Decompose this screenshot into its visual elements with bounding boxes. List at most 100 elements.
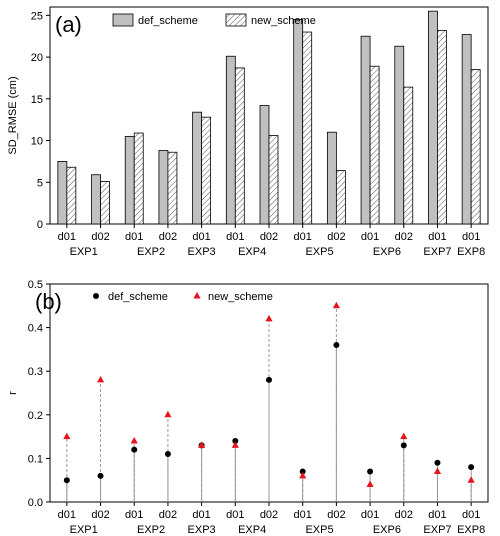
x-tick-label-domain: d01 (226, 509, 244, 521)
x-group-label: EXP6 (373, 246, 401, 258)
y-tick-label: 0.5 (28, 279, 43, 291)
x-group-label: EXP4 (238, 246, 266, 258)
y-tick-label: 10 (31, 136, 43, 148)
bar-def-scheme (461, 34, 472, 225)
bar-new-scheme (369, 65, 380, 225)
x-tick-label-domain: d01 (125, 509, 143, 521)
point-new-scheme (467, 476, 475, 483)
bar-new-scheme (201, 116, 212, 225)
x-tick-label-domain: d01 (294, 231, 312, 243)
x-tick-label-domain: d01 (294, 509, 312, 521)
bar-def-scheme (394, 45, 405, 225)
x-tick-label-domain: d01 (58, 509, 76, 521)
point-def-scheme (63, 477, 70, 484)
x-tick-label-domain: d02 (91, 231, 109, 243)
x-group-label: EXP7 (423, 246, 451, 258)
legend-marker-def-scheme (93, 293, 99, 299)
point-new-scheme (164, 410, 172, 418)
y-tick-label: 0.3 (28, 366, 43, 378)
x-tick-label-domain: d01 (192, 231, 210, 243)
x-tick-label-domain: d01 (462, 509, 480, 521)
point-new-scheme (299, 471, 307, 479)
panel-a-bar-chart: 0 5 10 15 20 25 d01 d02 EXP1 d01 d02 EXP2 d01 EXP3 d01… (7, 6, 489, 258)
bar-new-scheme (66, 166, 77, 225)
bar-def-scheme (192, 111, 203, 225)
bar-def-scheme (124, 135, 135, 225)
bar-def-scheme (293, 19, 304, 225)
point-new-scheme (63, 432, 71, 440)
bar-def-scheme (91, 174, 101, 225)
bar-new-scheme (470, 69, 481, 225)
panel-label: (b) (35, 289, 62, 314)
y-tick-label: 15 (31, 94, 43, 106)
y-tick-label: 0.0 (28, 497, 43, 509)
x-group-label: EXP8 (457, 524, 485, 536)
y-tick-label: 0.4 (28, 323, 43, 335)
bar-new-scheme (234, 67, 245, 225)
legend-marker-new-scheme (193, 292, 201, 299)
x-tick-label-domain: d02 (159, 509, 177, 521)
x-group-label: EXP5 (305, 524, 333, 536)
x-tick-label-domain: d02 (260, 509, 278, 521)
point-def-scheme (400, 442, 407, 449)
x-tick-label-domain: d02 (327, 509, 345, 521)
x-tick-label-domain: d01 (192, 509, 210, 521)
x-tick-label-domain: d01 (226, 231, 244, 243)
x-group-label: EXP7 (423, 524, 451, 536)
legend-swatch-new-scheme (225, 13, 247, 27)
x-group-label: EXP3 (188, 246, 216, 258)
y-tick-label: 25 (31, 10, 43, 22)
x-group-label: EXP1 (70, 524, 98, 536)
x-tick-label-domain: d02 (395, 231, 413, 243)
point-new-scheme (231, 441, 239, 448)
bar-def-scheme (158, 150, 169, 225)
point-def-scheme (299, 468, 306, 475)
bar-def-scheme (360, 35, 371, 225)
point-new-scheme (366, 480, 374, 488)
bar-new-scheme (167, 151, 178, 225)
point-def-scheme (434, 459, 441, 466)
x-tick-label-domain: d02 (159, 231, 177, 243)
x-group-label: EXP5 (305, 246, 333, 258)
y-axis-label: r (7, 391, 19, 395)
x-group-label: EXP4 (238, 524, 266, 536)
point-def-scheme (367, 468, 374, 475)
bar-def-scheme (225, 55, 236, 225)
legend-swatch-def-scheme (112, 13, 134, 27)
panel-label: (a) (55, 12, 82, 37)
bar-def-scheme (259, 105, 270, 225)
bar-new-scheme (268, 135, 279, 225)
point-def-scheme (266, 376, 272, 383)
point-new-scheme (198, 441, 206, 448)
point-new-scheme (130, 436, 138, 444)
point-new-scheme (332, 301, 340, 309)
y-tick-label: 0 (37, 219, 43, 231)
x-tick-label-domain: d01 (428, 509, 446, 521)
bar-new-scheme (437, 29, 447, 225)
x-tick-label-domain: d02 (91, 509, 109, 521)
legend-label: new_scheme (208, 291, 273, 303)
point-new-scheme (400, 432, 408, 440)
x-tick-label-domain: d01 (58, 231, 76, 243)
point-new-scheme (433, 467, 442, 474)
x-tick-label-domain: d01 (462, 231, 480, 243)
x-group-label: EXP2 (137, 524, 165, 536)
legend-label: new_scheme (251, 15, 316, 27)
bar-new-scheme (403, 86, 414, 225)
legend-label: def_scheme (138, 15, 198, 27)
bar-def-scheme (326, 131, 337, 225)
point-def-scheme (164, 451, 171, 458)
point-def-scheme (333, 342, 340, 349)
x-tick-label-domain: d01 (361, 231, 379, 243)
x-tick-label-domain: d01 (361, 509, 379, 521)
x-group-label: EXP6 (373, 524, 401, 536)
x-group-label: EXP3 (188, 524, 216, 536)
y-axis-label: SD_RMSE (cm) (7, 76, 19, 154)
point-def-scheme (232, 437, 239, 444)
y-tick-label: 0.2 (28, 410, 43, 422)
point-new-scheme (96, 375, 105, 383)
x-tick-label-domain: d02 (327, 231, 345, 243)
x-tick-label-domain: d02 (260, 231, 278, 243)
y-tick-label: 5 (37, 177, 43, 189)
